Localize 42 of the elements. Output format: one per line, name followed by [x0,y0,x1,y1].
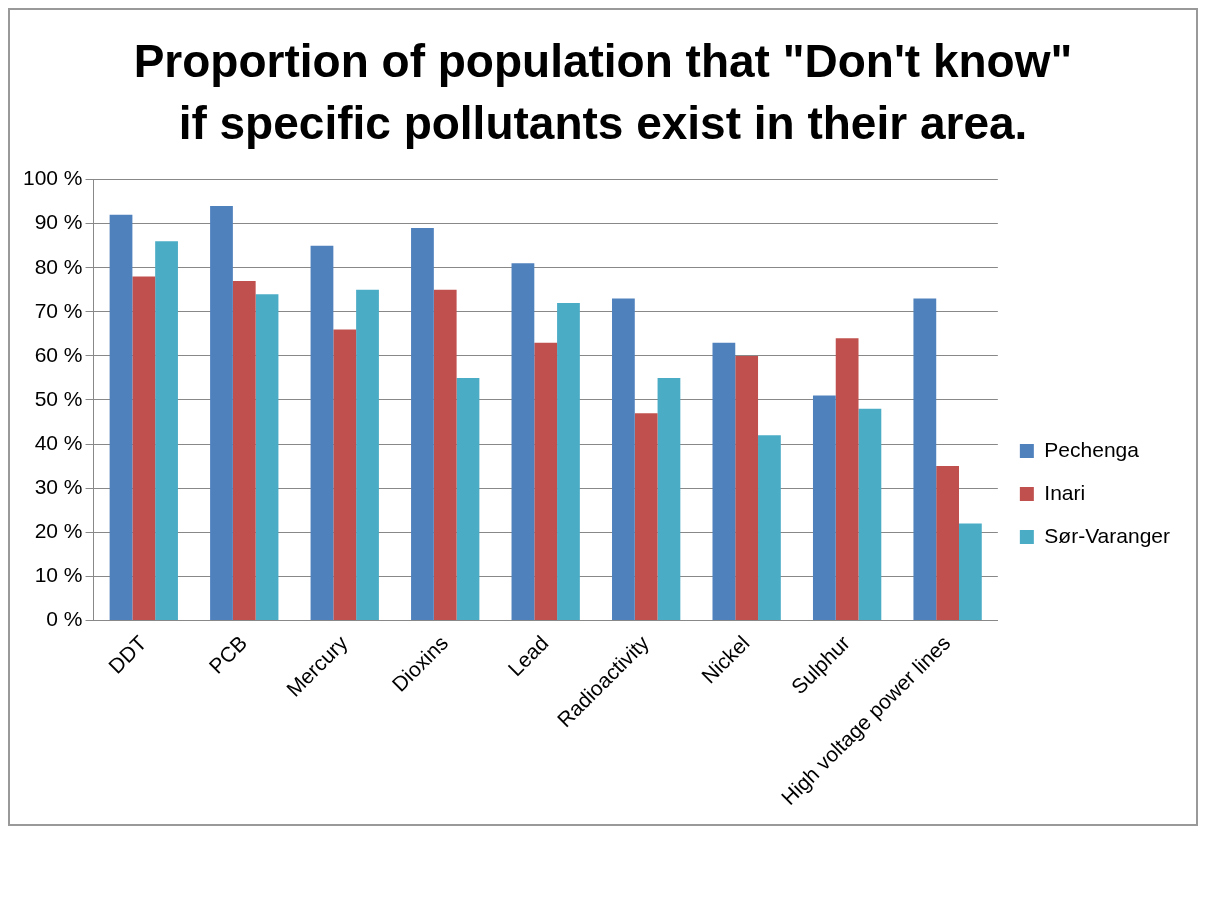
bar [255,294,279,620]
bar [333,329,357,620]
bar [557,303,580,620]
bar [959,523,982,620]
bar [835,338,859,620]
bar [511,263,535,620]
y-tick-label: 10 % [34,563,83,587]
y-tick-label: 50 % [34,386,83,410]
bar [132,276,156,620]
bar [232,280,256,620]
legend-label: Inari [1044,480,1086,504]
bar [936,466,959,620]
bar [356,289,379,620]
bar [411,228,434,620]
bar [712,342,736,620]
bar [155,241,178,620]
y-tick-label: 100 % [23,166,83,190]
y-tick-label: 40 % [34,430,83,454]
y-tick-label: 0 % [46,607,83,631]
y-tick-label: 80 % [34,254,83,278]
bar [812,395,836,620]
bar [634,413,658,620]
bar [456,377,480,620]
y-tick-label: 60 % [34,342,83,366]
y-tick-label: 20 % [34,519,83,543]
y-tick-label: 70 % [34,298,83,322]
chart-title: Proportion of population that "Don't know" if specific pollutants exist in their area. [132,34,1074,151]
bar [612,298,635,620]
y-tick-label: 30 % [34,474,83,498]
bar [735,355,759,620]
bar [310,245,334,620]
bar [210,206,233,620]
bar [758,435,781,620]
y-tick-label: 90 % [34,210,83,234]
legend-label: Pechenga [1044,437,1140,461]
legend-label: Sør-Varanger [1044,523,1171,547]
bar [913,298,937,620]
bar [433,289,457,620]
bar [109,214,133,620]
bar [657,377,681,620]
bar [858,408,882,620]
bar [534,342,558,620]
